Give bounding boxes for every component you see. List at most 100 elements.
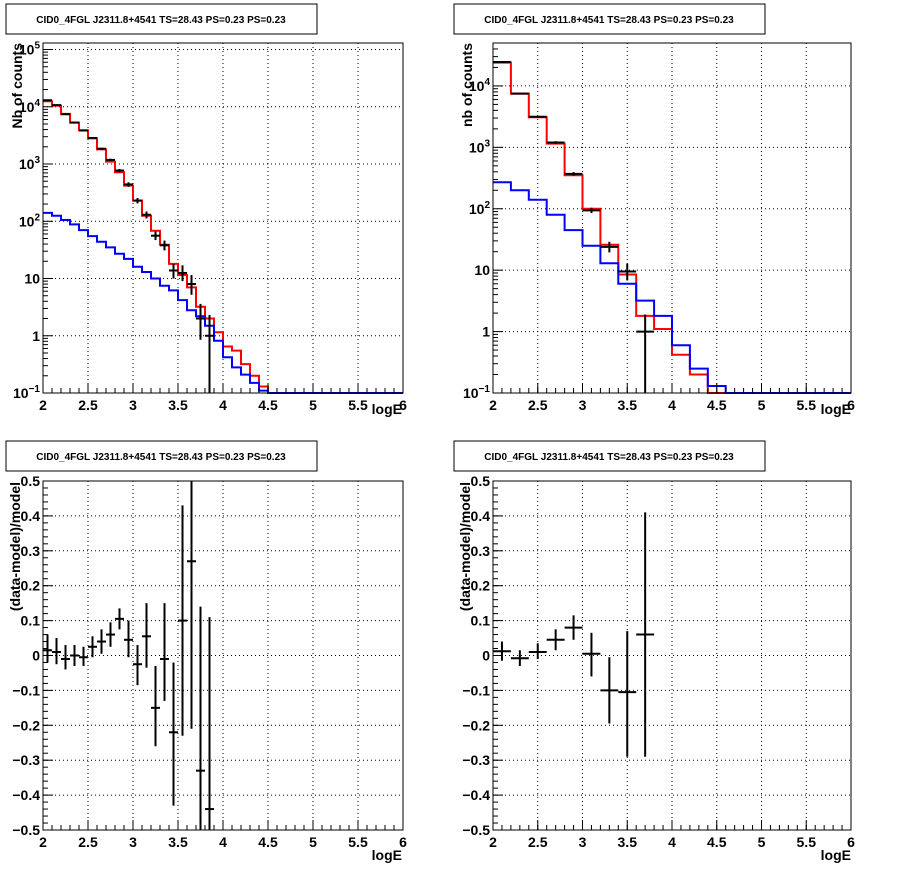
data-point (79, 646, 88, 666)
x-tick-label: 6 (847, 397, 855, 413)
data-point (618, 263, 637, 281)
y-tick-label: 0.1 (471, 613, 491, 629)
y-tick-label: −0.3 (462, 752, 490, 768)
data-point (52, 638, 61, 665)
data-point (564, 172, 583, 176)
data-point (142, 603, 151, 668)
y-tick-label: 0.5 (471, 473, 491, 489)
data-point (169, 263, 178, 279)
data-point (88, 636, 97, 658)
data-point (70, 645, 79, 666)
data-point (636, 314, 655, 393)
y-axis-label: (data-model)/model (457, 482, 473, 611)
y-tick-label: 0.3 (21, 543, 41, 559)
pad-bottom-right-residuals: 2 2.5 3 3.5 4 4.5 5 5.5 6 −0.5 −0.4 −0.3 −0.2 −0.1 0 0… (453, 440, 855, 863)
data-point (546, 629, 565, 651)
x-tick-label: 3 (579, 834, 587, 850)
y-tick-label: −0.4 (12, 787, 40, 803)
y-tick-label: 0.4 (471, 508, 491, 524)
x-tick-label: 4.5 (258, 397, 278, 413)
data-point (52, 104, 61, 107)
data-point (493, 641, 511, 661)
y-tick-label: 10 (474, 262, 490, 278)
x-axis-label: logE (372, 401, 402, 417)
data-point (205, 315, 214, 393)
y-tick-label: 1 (32, 328, 40, 344)
data-point (70, 121, 79, 124)
x-tick-label: 5.5 (797, 397, 817, 413)
y-tick-label: −0.3 (12, 752, 40, 768)
x-axis-label: logE (821, 401, 851, 417)
data-point (636, 512, 655, 757)
x-tick-label: 5.5 (797, 834, 817, 850)
data-point (124, 620, 133, 658)
y-tick-label: 10 (24, 271, 40, 287)
x-tick-label: 4 (668, 397, 676, 413)
x-tick-label: 5.5 (348, 834, 368, 850)
x-tick-label: 6 (847, 834, 855, 850)
title-box (453, 3, 766, 35)
pad-bottom-left-residuals: 2 2.5 3 3.5 4 4.5 5 5.5 6 −0.5 −0.4 −0.3 −0.2 −0.1 0 0… (5, 440, 407, 863)
data-point (133, 197, 142, 204)
x-tick-label: 3.5 (168, 834, 188, 850)
data-point (546, 141, 565, 144)
data-point (600, 241, 619, 253)
y-tick-label: 0 (482, 648, 490, 664)
data-point (564, 615, 583, 640)
x-tick-label: 5 (309, 834, 317, 850)
data-point (178, 265, 187, 282)
y-tick-label: 0.1 (21, 613, 41, 629)
data-point (97, 629, 106, 654)
title-box (453, 440, 766, 472)
y-axis-label: nb of counts (459, 43, 475, 127)
x-tick-label: 4 (668, 834, 676, 850)
x-tick-label: 5 (758, 834, 766, 850)
y-tick-label: −0.4 (462, 787, 490, 803)
data-point (106, 158, 115, 162)
x-tick-label: 4 (219, 834, 227, 850)
y-tick-label: 1 (482, 324, 490, 340)
x-tick-label: 3 (579, 397, 587, 413)
chart-title: CID0_4FGL J2311.8+4541 TS=28.43 PS=0.23 … (36, 15, 286, 26)
data-point (97, 147, 106, 150)
data-point (151, 665, 160, 747)
x-tick-label: 3.5 (168, 397, 188, 413)
x-tick-label: 2 (39, 834, 47, 850)
data-point (61, 645, 70, 670)
x-tick-label: 6 (399, 397, 407, 413)
y-tick-label: 0.3 (471, 543, 491, 559)
data-point (187, 275, 196, 295)
x-tick-label: 4.5 (707, 397, 727, 413)
x-tick-label: 2 (489, 397, 497, 413)
y-tick-label: −0.2 (462, 717, 490, 733)
data-point (124, 182, 133, 187)
chart-title: CID0_4FGL J2311.8+4541 TS=28.43 PS=0.23 … (484, 452, 734, 463)
data-point (133, 645, 142, 686)
x-tick-label: 2.5 (528, 397, 548, 413)
title-box (5, 440, 318, 472)
x-tick-label: 4 (219, 397, 227, 413)
data-point (151, 231, 160, 241)
chart-title: CID0_4FGL J2311.8+4541 TS=28.43 PS=0.23 … (36, 452, 286, 463)
y-tick-label: −0.5 (12, 822, 40, 838)
data-point (106, 622, 115, 647)
x-tick-label: 2.5 (528, 834, 548, 850)
chart-title: CID0_4FGL J2311.8+4541 TS=28.43 PS=0.23 … (484, 15, 734, 26)
data-point (510, 92, 529, 95)
data-point (205, 617, 214, 830)
data-point (61, 113, 70, 116)
y-axis-label: Nb of counts (9, 43, 25, 129)
x-tick-label: 2.5 (78, 397, 98, 413)
data-point (196, 606, 205, 830)
x-axis-label: logE (821, 847, 851, 863)
data-point (88, 136, 97, 139)
x-tick-label: 2 (489, 834, 497, 850)
data-point (493, 61, 511, 64)
data-point (600, 657, 619, 724)
data-point (115, 168, 124, 173)
y-tick-label: 0 (32, 648, 40, 664)
data-point (510, 650, 529, 666)
